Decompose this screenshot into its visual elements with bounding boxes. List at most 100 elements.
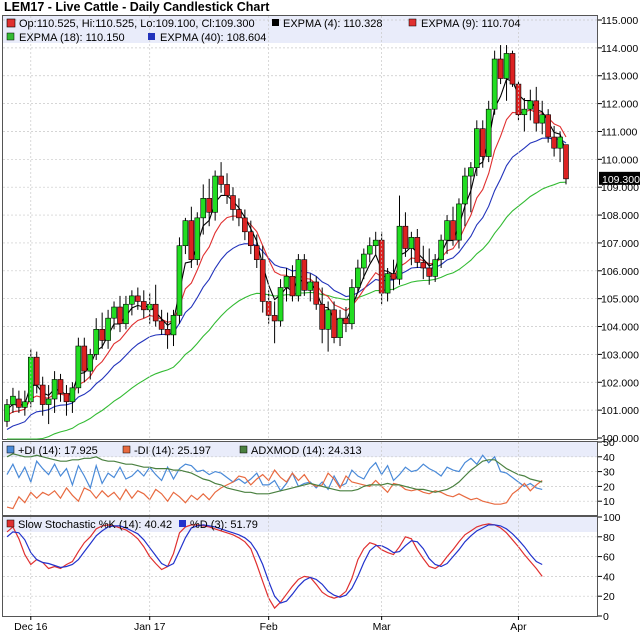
candle — [563, 144, 569, 185]
legend-swatch-adx — [239, 445, 248, 454]
candle — [176, 237, 183, 324]
legend-ema40: EXPMA (40): 108.604 — [148, 32, 266, 44]
legend-label-plus-di: +DI (14): 17.925 — [18, 445, 98, 457]
price-tick-label: 110.000 — [601, 154, 638, 166]
legend-swatch-stoch-k — [6, 519, 15, 528]
candle — [248, 220, 254, 255]
stoch-lines-series-0 — [6, 523, 543, 610]
candle-body — [63, 393, 70, 403]
candle — [521, 98, 528, 132]
candle — [277, 279, 284, 327]
candle-body — [277, 287, 284, 322]
stoch-tick-label: 80 — [603, 532, 615, 544]
dmi-tick-label: 40 — [603, 452, 615, 464]
candle-body — [158, 320, 165, 330]
price-tick-label: 107.000 — [601, 238, 639, 250]
candle-body — [289, 276, 296, 297]
legend-label-ema18: EXPMA (18): 110.150 — [19, 32, 125, 44]
candle-body — [390, 273, 397, 280]
candle-body — [426, 267, 433, 277]
candle-body — [295, 259, 302, 297]
candle-body — [170, 315, 177, 336]
candle-body — [93, 329, 100, 355]
dmi-tick-label: 20 — [603, 481, 615, 493]
candle-body — [111, 306, 117, 319]
candle — [212, 170, 218, 221]
candle-body — [325, 309, 331, 330]
candle-body — [236, 209, 242, 219]
candle-body — [337, 317, 343, 338]
stoch-gridlines — [3, 536, 597, 597]
candle — [135, 287, 141, 310]
legend-label-adx: ADXMOD (14): 24.313 — [251, 445, 362, 457]
candle-body — [259, 259, 266, 302]
candle — [39, 376, 46, 416]
candle — [432, 254, 438, 282]
stoch-tick-label: 40 — [603, 571, 615, 583]
candle-body — [479, 128, 486, 157]
candle-body — [396, 225, 403, 280]
legend-label-minus-di: -DI (14): 25.197 — [134, 445, 211, 457]
candle — [81, 337, 88, 383]
price-tick-label: 113.000 — [601, 71, 638, 83]
candle — [253, 234, 260, 269]
legend-swatch-ema4 — [272, 19, 279, 26]
candle — [527, 89, 534, 121]
x-tick-label: Dec 16 — [14, 621, 47, 633]
candle-body — [473, 128, 480, 168]
legend-ema9: EXPMA (9): 110.704 — [408, 18, 520, 30]
candle — [307, 273, 314, 302]
candle — [75, 337, 82, 394]
x-axis-ticks: Dec 16 Jan 17 Feb Mar Apr — [14, 16, 527, 633]
price-tick-label: 102.000 — [601, 377, 639, 389]
candle — [129, 290, 135, 316]
candle — [402, 212, 409, 257]
dmi-tick-label: 10 — [603, 496, 615, 508]
candle-body — [343, 317, 349, 325]
candle-body — [503, 53, 510, 79]
candle-body — [81, 345, 88, 372]
legend-stoch-k: Slow Stochastic %K (14): 40.42 — [6, 519, 172, 531]
candle-body — [135, 295, 141, 302]
candle — [271, 301, 278, 344]
candle-body — [319, 303, 325, 330]
candle — [503, 45, 510, 101]
candle-body — [402, 225, 409, 249]
candle-body — [313, 281, 320, 305]
stoch-lines — [6, 523, 543, 610]
candle-body — [491, 58, 498, 110]
candle-body — [533, 100, 540, 124]
candle-body — [420, 262, 427, 269]
candle — [331, 301, 337, 344]
candle-body — [301, 259, 308, 291]
candle — [295, 254, 302, 302]
price-tick-label: 115.000 — [601, 15, 638, 27]
candle — [140, 290, 147, 319]
candle — [105, 309, 111, 349]
candle — [99, 312, 105, 349]
candle — [301, 254, 308, 296]
price-tick-label: 101.000 — [601, 405, 639, 417]
candle — [45, 385, 52, 425]
candle-body — [39, 384, 46, 405]
dmi-lines-series-2 — [6, 453, 543, 495]
candles — [4, 45, 569, 427]
candle-body — [545, 114, 551, 138]
candle-body — [194, 217, 201, 260]
candle-body — [349, 287, 355, 325]
candle-body — [355, 267, 361, 288]
candle — [545, 109, 551, 143]
candle — [16, 390, 22, 413]
candle — [396, 195, 403, 285]
candle — [497, 45, 504, 85]
price-tick-label: 111.000 — [601, 126, 638, 138]
candle — [200, 184, 207, 235]
candle — [551, 125, 557, 157]
dmi-panel — [2, 441, 598, 516]
candle-body — [4, 404, 10, 422]
candle — [111, 301, 117, 330]
candle-body — [129, 295, 135, 305]
candle-body — [521, 108, 528, 116]
candle — [539, 100, 546, 135]
